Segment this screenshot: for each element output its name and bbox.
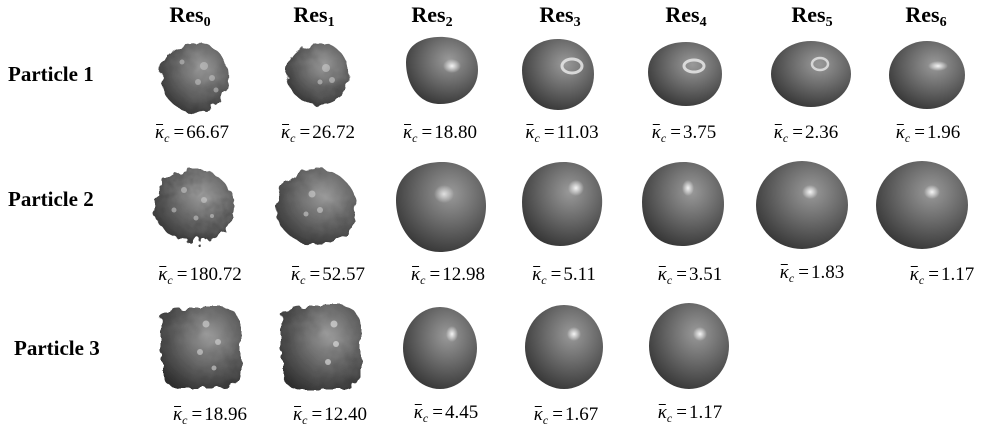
- particle-2-res5: [756, 161, 848, 249]
- kappa-row2-res3: κc = 5.11: [532, 264, 596, 287]
- kappa-row2-res2: κc = 12.98: [411, 264, 485, 287]
- row-label-particle-1: Particle 1: [8, 62, 94, 86]
- column-header-res4: Res4: [665, 2, 707, 30]
- particle-1-res3: [522, 38, 594, 110]
- particle-2-res4: [642, 162, 724, 246]
- particle-3-res2: [403, 307, 477, 389]
- particle-3-res1: [282, 306, 360, 390]
- kappa-row2-res5: κc = 1.83: [779, 262, 845, 285]
- particle-3-res0: [162, 308, 240, 388]
- column-header-res5: Res5: [791, 2, 833, 30]
- particle-2-res3: [522, 162, 603, 246]
- particle-2-res6: [876, 161, 968, 249]
- particle-2-res1: [276, 169, 356, 245]
- column-header-res0: Res0: [169, 2, 211, 30]
- kappa-row1-res5: κc = 2.36: [773, 122, 839, 145]
- kappa-row2-res1: κc = 52.57: [291, 264, 365, 287]
- kappa-row3-res0: κc = 18.96: [173, 404, 247, 427]
- column-header-res6: Res6: [905, 2, 947, 30]
- kappa-row1-res4: κc = 3.75: [651, 122, 717, 145]
- particle-1-res1: [287, 43, 349, 105]
- kappa-row3-res4: κc = 1.17: [657, 402, 723, 425]
- particle-2-res0: [154, 170, 234, 242]
- kappa-row2-res6: κc = 1.17: [909, 264, 975, 287]
- column-header-res3: Res3: [539, 2, 581, 30]
- kappa-row1-res6: κc = 1.96: [895, 122, 961, 145]
- kappa-row3-res1: κc = 12.40: [293, 404, 367, 427]
- particle-1-res0: [161, 43, 229, 113]
- particle-1-res4: [648, 42, 722, 106]
- column-header-res2: Res2: [411, 2, 453, 30]
- kappa-row2-res4: κc = 3.51: [657, 264, 723, 287]
- kappa-row2-res0: κc = 180.72: [158, 264, 242, 287]
- particle-1-res2: [406, 36, 478, 104]
- row-label-particle-3: Particle 3: [14, 336, 100, 360]
- particle-2-res2: [396, 162, 486, 252]
- particle-1-res5: [771, 41, 851, 107]
- kappa-row3-res3: κc = 1.67: [533, 404, 599, 427]
- row-label-particle-2: Particle 2: [8, 187, 94, 211]
- kappa-row1-res0: κc = 66.67: [155, 122, 229, 145]
- kappa-row1-res2: κc = 18.80: [403, 122, 477, 145]
- column-header-res1: Res1: [293, 2, 335, 30]
- kappa-row1-res1: κc = 26.72: [281, 122, 355, 145]
- kappa-row3-res2: κc = 4.45: [413, 402, 479, 425]
- particle-1-res6: [889, 41, 965, 109]
- particle-3-res4: [649, 303, 729, 389]
- kappa-row1-res3: κc = 11.03: [525, 122, 599, 145]
- particle-3-res3: [525, 305, 603, 389]
